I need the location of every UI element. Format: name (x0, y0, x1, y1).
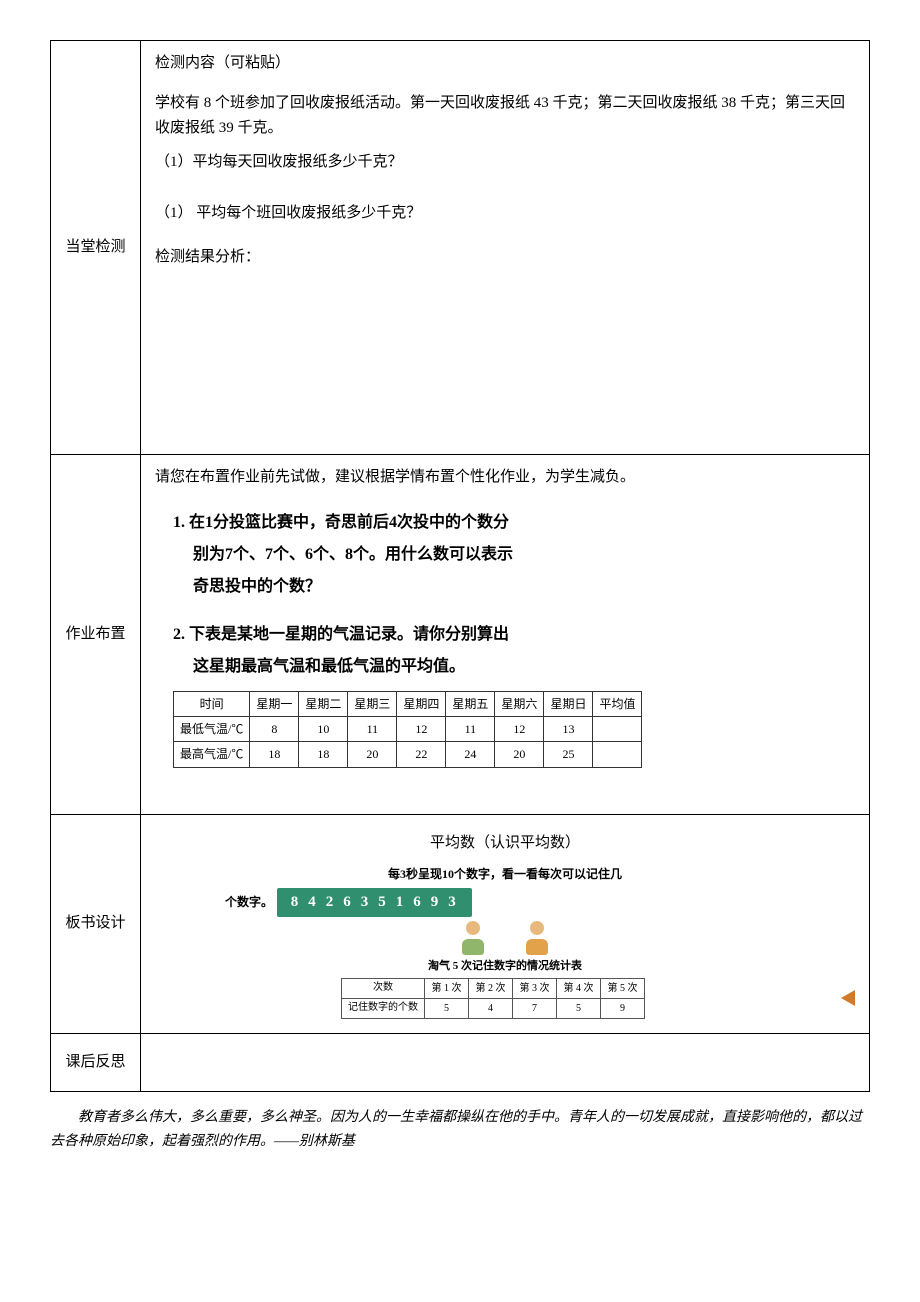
hw-q2-l1: 2. 下表是某地一星期的气温记录。请你分别算出 (173, 619, 855, 651)
hw-q1-l2: 别为7个、7个、6个、8个。用什么数可以表示 (193, 539, 855, 571)
triangle-icon (841, 990, 855, 1006)
board-subtitle-a: 每3秒呈现10个数字，看一看每次可以记住几 (388, 867, 622, 881)
stat-table-title: 淘气 5 次记住数字的情况统计表 (155, 957, 855, 976)
hw-q1-l3: 奇思投中的个数？ (193, 571, 855, 603)
lesson-plan-table: 当堂检测 检测内容（可粘贴） 学校有 8 个班参加了回收废报纸活动。第一天回收废… (50, 40, 870, 1092)
hw-q1-l1: 1. 在1分投篮比赛中，奇思前后4次投中的个数分 (173, 507, 855, 539)
reflect-content (141, 1033, 870, 1091)
tiger-icon (520, 921, 554, 955)
test-content: 检测内容（可粘贴） 学校有 8 个班参加了回收废报纸活动。第一天回收废报纸 43… (141, 41, 870, 455)
board-title: 平均数（认识平均数） (430, 831, 580, 857)
hw-intro: 请您在布置作业前先试做，建议根据学情布置个性化作业，为学生减负。 (155, 465, 855, 491)
temperature-table: 时间 星期一 星期二 星期三 星期四 星期五 星期六 星期日 平均值 最低气温/… (173, 691, 642, 768)
test-q2: （1） 平均每个班回收废报纸多少千克？ (155, 201, 855, 227)
row-label-hw: 作业布置 (51, 455, 141, 815)
board-content: 平均数（认识平均数） 每3秒呈现10个数字，看一看每次可以记住几 个数字。 84… (141, 814, 870, 1033)
row-board-design: 板书设计 平均数（认识平均数） 每3秒呈现10个数字，看一看每次可以记住几 个数… (51, 814, 870, 1033)
row-reflection: 课后反思 (51, 1033, 870, 1091)
test-paragraph: 学校有 8 个班参加了回收废报纸活动。第一天回收废报纸 43 千克；第二天回收废… (155, 91, 855, 142)
temp-header-row: 时间 星期一 星期二 星期三 星期四 星期五 星期六 星期日 平均值 (174, 691, 642, 716)
child-icon (456, 921, 490, 955)
row-in-class-test: 当堂检测 检测内容（可粘贴） 学校有 8 个班参加了回收废报纸活动。第一天回收废… (51, 41, 870, 455)
test-title: 检测内容（可粘贴） (155, 51, 855, 77)
test-q1: （1）平均每天回收废报纸多少千克？ (155, 150, 855, 176)
row-homework: 作业布置 请您在布置作业前先试做，建议根据学情布置个性化作业，为学生减负。 1.… (51, 455, 870, 815)
hw-q2-l2: 这星期最高气温和最低气温的平均值。 (193, 651, 855, 683)
temp-high-row: 最高气温/℃ 18 18 20 22 24 20 25 (174, 742, 642, 767)
character-icons (155, 921, 855, 955)
temp-low-row: 最低气温/℃ 8 10 11 12 11 12 13 (174, 716, 642, 741)
test-analysis-label: 检测结果分析： (155, 245, 855, 271)
board-subtitle-b: 个数字。 (225, 895, 273, 909)
row-label-board: 板书设计 (51, 814, 141, 1033)
footer-quote: 教育者多么伟大，多么重要，多么神圣。因为人的一生幸福都操纵在他的手中。青年人的一… (50, 1106, 870, 1154)
hw-q2: 2. 下表是某地一星期的气温记录。请你分别算出 这星期最高气温和最低气温的平均值… (173, 619, 855, 683)
row-label-test: 当堂检测 (51, 41, 141, 455)
hw-q1: 1. 在1分投篮比赛中，奇思前后4次投中的个数分 别为7个、7个、6个、8个。用… (173, 507, 855, 603)
stat-table: 次数 第 1 次 第 2 次 第 3 次 第 4 次 第 5 次 记住数字的个数… (341, 978, 645, 1019)
row-label-reflect: 课后反思 (51, 1033, 141, 1091)
stat-data-row: 记住数字的个数 5 4 7 5 9 (342, 998, 645, 1018)
hw-content: 请您在布置作业前先试做，建议根据学情布置个性化作业，为学生减负。 1. 在1分投… (141, 455, 870, 815)
digit-strip: 8426351693 (277, 888, 472, 918)
stat-header-row: 次数 第 1 次 第 2 次 第 3 次 第 4 次 第 5 次 (342, 978, 645, 998)
